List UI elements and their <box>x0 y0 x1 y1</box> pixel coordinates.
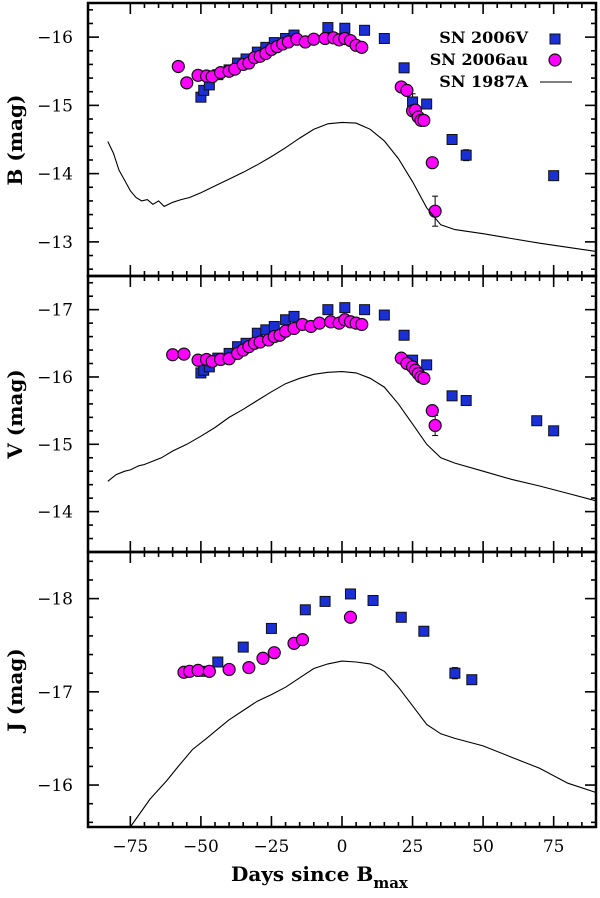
y-tick-label: −17 <box>37 683 73 703</box>
panel-b-plot: −13 −14 −15 −16 <box>37 3 597 276</box>
data-point-sn2006v <box>378 32 390 44</box>
x-tick-label: −25 <box>253 837 289 857</box>
data-point-sn2006au <box>180 76 194 90</box>
data-point-sn2006au <box>191 663 205 677</box>
data-point-sn2006v <box>359 304 371 316</box>
x-tick-label: −50 <box>183 837 219 857</box>
data-point-sn2006au <box>428 418 442 433</box>
data-point-sn2006v <box>299 604 311 616</box>
data-point-sn2006v <box>367 594 379 606</box>
data-point-sn2006au <box>307 32 321 46</box>
data-point-sn2006au <box>222 662 236 677</box>
panel-v-plot: −14 −15 −16 −17 <box>37 276 597 553</box>
data-point-sn2006v <box>548 425 560 437</box>
legend: SN 2006V SN 2006au SN 1987A <box>430 28 572 91</box>
data-point-sn2006au <box>355 40 369 54</box>
data-point-sn2006au <box>425 404 439 418</box>
data-point-sn2006au <box>166 348 180 362</box>
data-point-sn2006v <box>449 667 461 679</box>
data-point-sn2006v <box>460 395 472 407</box>
data-point-sn2006v <box>265 622 277 634</box>
series-line-sn1987a <box>129 660 597 828</box>
data-point-sn2006v <box>322 22 334 34</box>
legend-marker-sn2006au <box>548 53 562 67</box>
legend-label-sn2006au: SN 2006au <box>430 50 529 69</box>
data-point-sn2006v <box>421 359 433 371</box>
data-point-sn2006au <box>312 316 327 330</box>
data-point-sn2006au <box>256 651 270 665</box>
y-tick-label: −18 <box>37 590 73 610</box>
y-tick-label: −16 <box>37 368 73 388</box>
panel-j-plot: −16 −17 −18 <box>37 552 597 828</box>
x-axis-title-main: Days since B <box>231 862 373 886</box>
data-point-sn2006v <box>344 588 356 600</box>
panel-j: −16 −17 −18 J (mag) <box>3 550 598 829</box>
x-tick-label: 25 <box>402 837 424 857</box>
panel-j-frame <box>86 550 598 829</box>
data-point-sn2006v <box>339 302 351 314</box>
x-tick-label: −75 <box>112 837 148 857</box>
y-tick-label: −15 <box>37 96 73 116</box>
data-point-sn2006v <box>466 674 478 686</box>
panel-v: −14 −15 −16 −17 V (mag) <box>3 274 598 554</box>
data-point-sn2006au <box>202 664 216 678</box>
y-tick-label: −15 <box>37 435 73 455</box>
j-axis-title: J (mag) <box>3 648 27 733</box>
data-point-sn2006v <box>446 390 458 402</box>
data-point-sn2006v <box>359 24 371 36</box>
y-tick-label: −16 <box>37 28 73 48</box>
data-point-sn2006au <box>428 204 442 218</box>
data-point-sn2006au <box>343 610 358 624</box>
data-point-sn2006au <box>177 347 191 361</box>
data-point-sn2006v <box>418 625 430 637</box>
series-line-sn1987a <box>107 121 597 252</box>
series-line-sn1987a <box>107 371 597 502</box>
v-axis-title: V (mag) <box>3 369 27 460</box>
legend-label-sn1987a: SN 1987A <box>439 72 528 91</box>
data-point-sn2006au <box>242 660 256 675</box>
data-point-sn2006v <box>212 656 224 668</box>
data-point-sn2006v <box>398 329 410 341</box>
data-point-sn2006au <box>171 59 185 74</box>
y-tick-label: −17 <box>37 301 73 321</box>
x-tick-label: 0 <box>337 837 348 857</box>
x-axis-title-subscript: max <box>373 874 409 892</box>
data-point-sn2006au <box>417 113 431 127</box>
data-point-sn2006v <box>378 309 390 321</box>
data-point-sn2006au <box>295 633 310 647</box>
x-tick-label: 75 <box>543 837 565 857</box>
panel-b: −13 −14 −15 −16 B (mag) SN 2006V SN 2006au … <box>3 1 598 278</box>
data-point-sn2006v <box>398 62 410 74</box>
data-point-sn2006v <box>322 304 334 316</box>
b-axis-title: B (mag) <box>3 95 27 186</box>
data-point-sn2006v <box>339 22 351 34</box>
data-point-sn2006au <box>267 646 281 660</box>
data-point-sn2006au <box>425 156 439 170</box>
data-point-sn2006v <box>460 149 472 161</box>
y-tick-label: −14 <box>37 503 73 523</box>
data-point-sn2006v <box>395 611 407 623</box>
data-point-sn2006au <box>417 371 431 385</box>
data-point-sn2006au <box>355 317 369 332</box>
y-tick-label: −14 <box>37 165 73 185</box>
y-tick-label: −16 <box>37 776 73 796</box>
data-point-sn2006au <box>400 83 414 97</box>
data-point-sn2006v <box>421 98 433 110</box>
data-point-sn2006v <box>446 134 458 145</box>
x-tick-labels: −75 −50 −25 0 25 50 75 <box>112 837 564 857</box>
legend-label-sn2006v: SN 2006V <box>439 28 528 47</box>
x-tick-label: 50 <box>472 837 494 857</box>
data-point-sn2006v <box>531 415 543 427</box>
data-point-sn2006v <box>288 310 300 322</box>
x-axis-title: Days since Bmax <box>231 862 409 892</box>
data-point-sn2006v <box>548 170 560 182</box>
legend-marker-sn2006v <box>549 33 561 45</box>
y-tick-label: −13 <box>37 233 73 253</box>
data-point-sn2006v <box>319 595 331 607</box>
data-point-sn2006v <box>237 641 249 653</box>
